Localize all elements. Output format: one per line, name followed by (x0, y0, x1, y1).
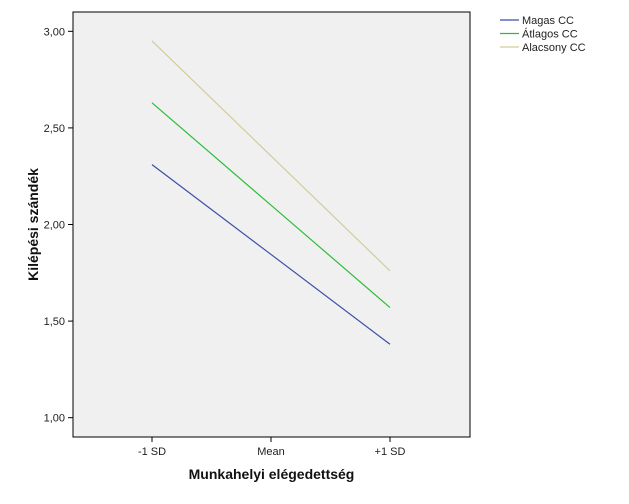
y-tick-label: 2,00 (44, 220, 65, 232)
y-axis: 1,00 1,50 2,00 2,50 3,00 (44, 26, 73, 425)
x-tick-label: -1 SD (138, 446, 166, 458)
y-axis-title: Kilépési szándék (25, 168, 41, 281)
series-line (151, 164, 391, 345)
series-lines (151, 40, 391, 345)
series-line (151, 102, 391, 309)
x-axis: -1 SD Mean +1 SD (138, 437, 406, 458)
x-tick-label: Mean (257, 446, 285, 458)
y-tick-label: 2,50 (44, 123, 65, 135)
series-line (151, 40, 391, 272)
y-tick-label: 1,00 (44, 413, 65, 425)
legend-label: Alacsony CC (522, 42, 586, 54)
x-axis-title: Munkahelyi elégedettség (189, 466, 355, 482)
y-tick-label: 1,50 (44, 316, 65, 328)
y-tick-label: 3,00 (44, 26, 65, 38)
plot-area (72, 11, 471, 438)
x-tick-label: +1 SD (375, 446, 406, 458)
legend-label: Magas CC (522, 15, 574, 27)
legend-label: Átlagos CC (522, 28, 578, 41)
